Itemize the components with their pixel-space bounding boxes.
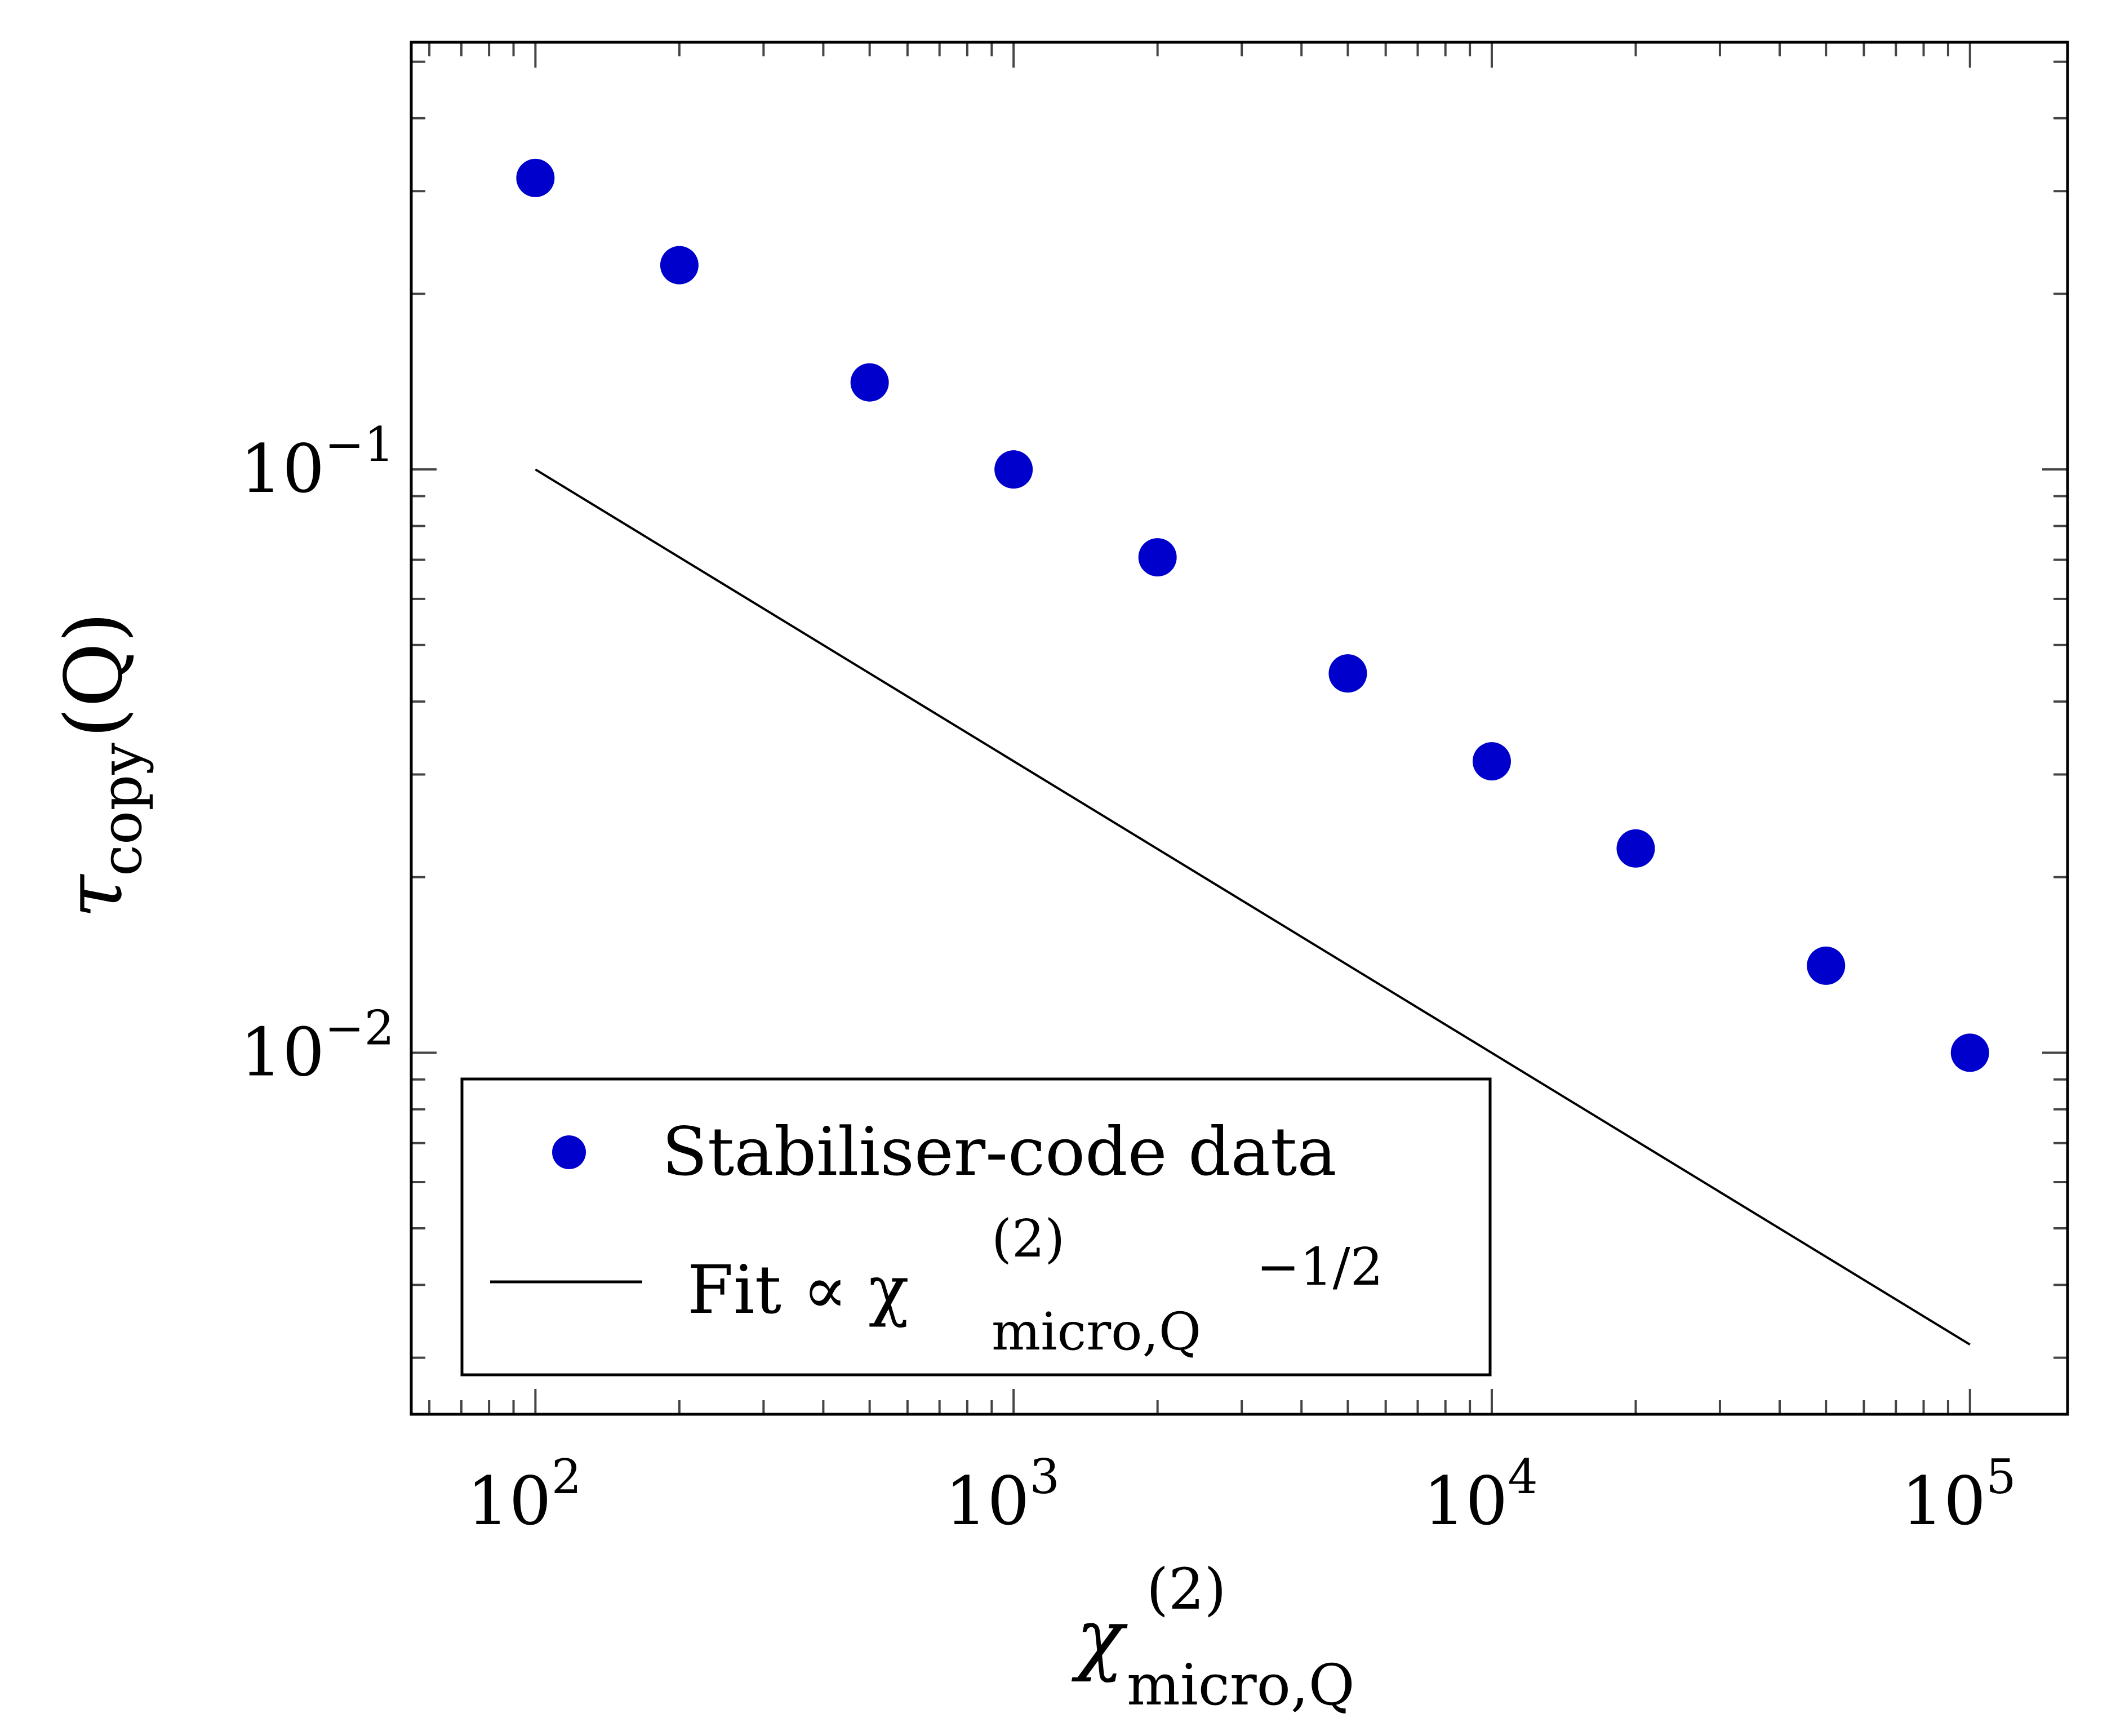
legend-box <box>460 1077 1492 1377</box>
data-point <box>850 363 889 402</box>
y-label-subscript: copy <box>88 743 154 876</box>
legend-fit-exponent: −1/2 <box>1256 1237 1383 1297</box>
legend-label-scatter: Stabiliser-code data <box>662 1113 1337 1191</box>
legend-marker-scatter <box>552 1135 586 1169</box>
data-point <box>1950 1033 1989 1072</box>
legend-fit-subscript: micro,Q <box>992 1302 1201 1362</box>
fit-series <box>535 468 1971 1346</box>
x-tick-label: 103 <box>945 1449 1060 1540</box>
data-point <box>1616 829 1655 868</box>
data-point <box>1472 742 1511 781</box>
data-point <box>1138 538 1177 577</box>
x-tick-label: 105 <box>1901 1449 2016 1540</box>
data-point <box>516 158 555 197</box>
y-tick-label: 10−2 <box>240 1000 394 1091</box>
data-point <box>1807 946 1846 985</box>
x-label-subscript: micro,Q <box>1127 1652 1355 1718</box>
x-tick-label: 102 <box>467 1449 582 1540</box>
fit-line <box>535 468 1971 1346</box>
y-label-symbol: τ <box>48 873 140 918</box>
data-point <box>660 246 699 285</box>
y-label-suffix: (Q) <box>48 612 140 738</box>
y-tick-labels: 10−1 10−2 <box>240 417 394 1091</box>
x-axis-label: χ (2) micro,Q <box>1071 1556 1355 1718</box>
x-tick-labels: 102 103 104 105 <box>467 1449 2016 1540</box>
legend-fit-superscript: (2) <box>992 1209 1065 1269</box>
x-label-superscript: (2) <box>1146 1556 1226 1622</box>
x-tick-label: 104 <box>1423 1449 1538 1540</box>
scatter-series <box>516 158 1989 1072</box>
y-tick-label: 10−1 <box>240 417 394 508</box>
x-label-symbol: χ <box>1071 1592 1128 1684</box>
data-point <box>994 450 1033 489</box>
legend-label-fit: Fit ∝ χ <box>687 1251 909 1329</box>
data-point <box>1328 654 1367 693</box>
major-ticks <box>411 42 2068 1414</box>
minor-ticks <box>411 42 2068 1414</box>
legend: Stabiliser-code data Fit ∝ χ (2) micro,Q… <box>460 1077 1492 1377</box>
y-axis-label: τ copy (Q) <box>48 612 154 918</box>
plot-frame <box>410 41 2069 1416</box>
